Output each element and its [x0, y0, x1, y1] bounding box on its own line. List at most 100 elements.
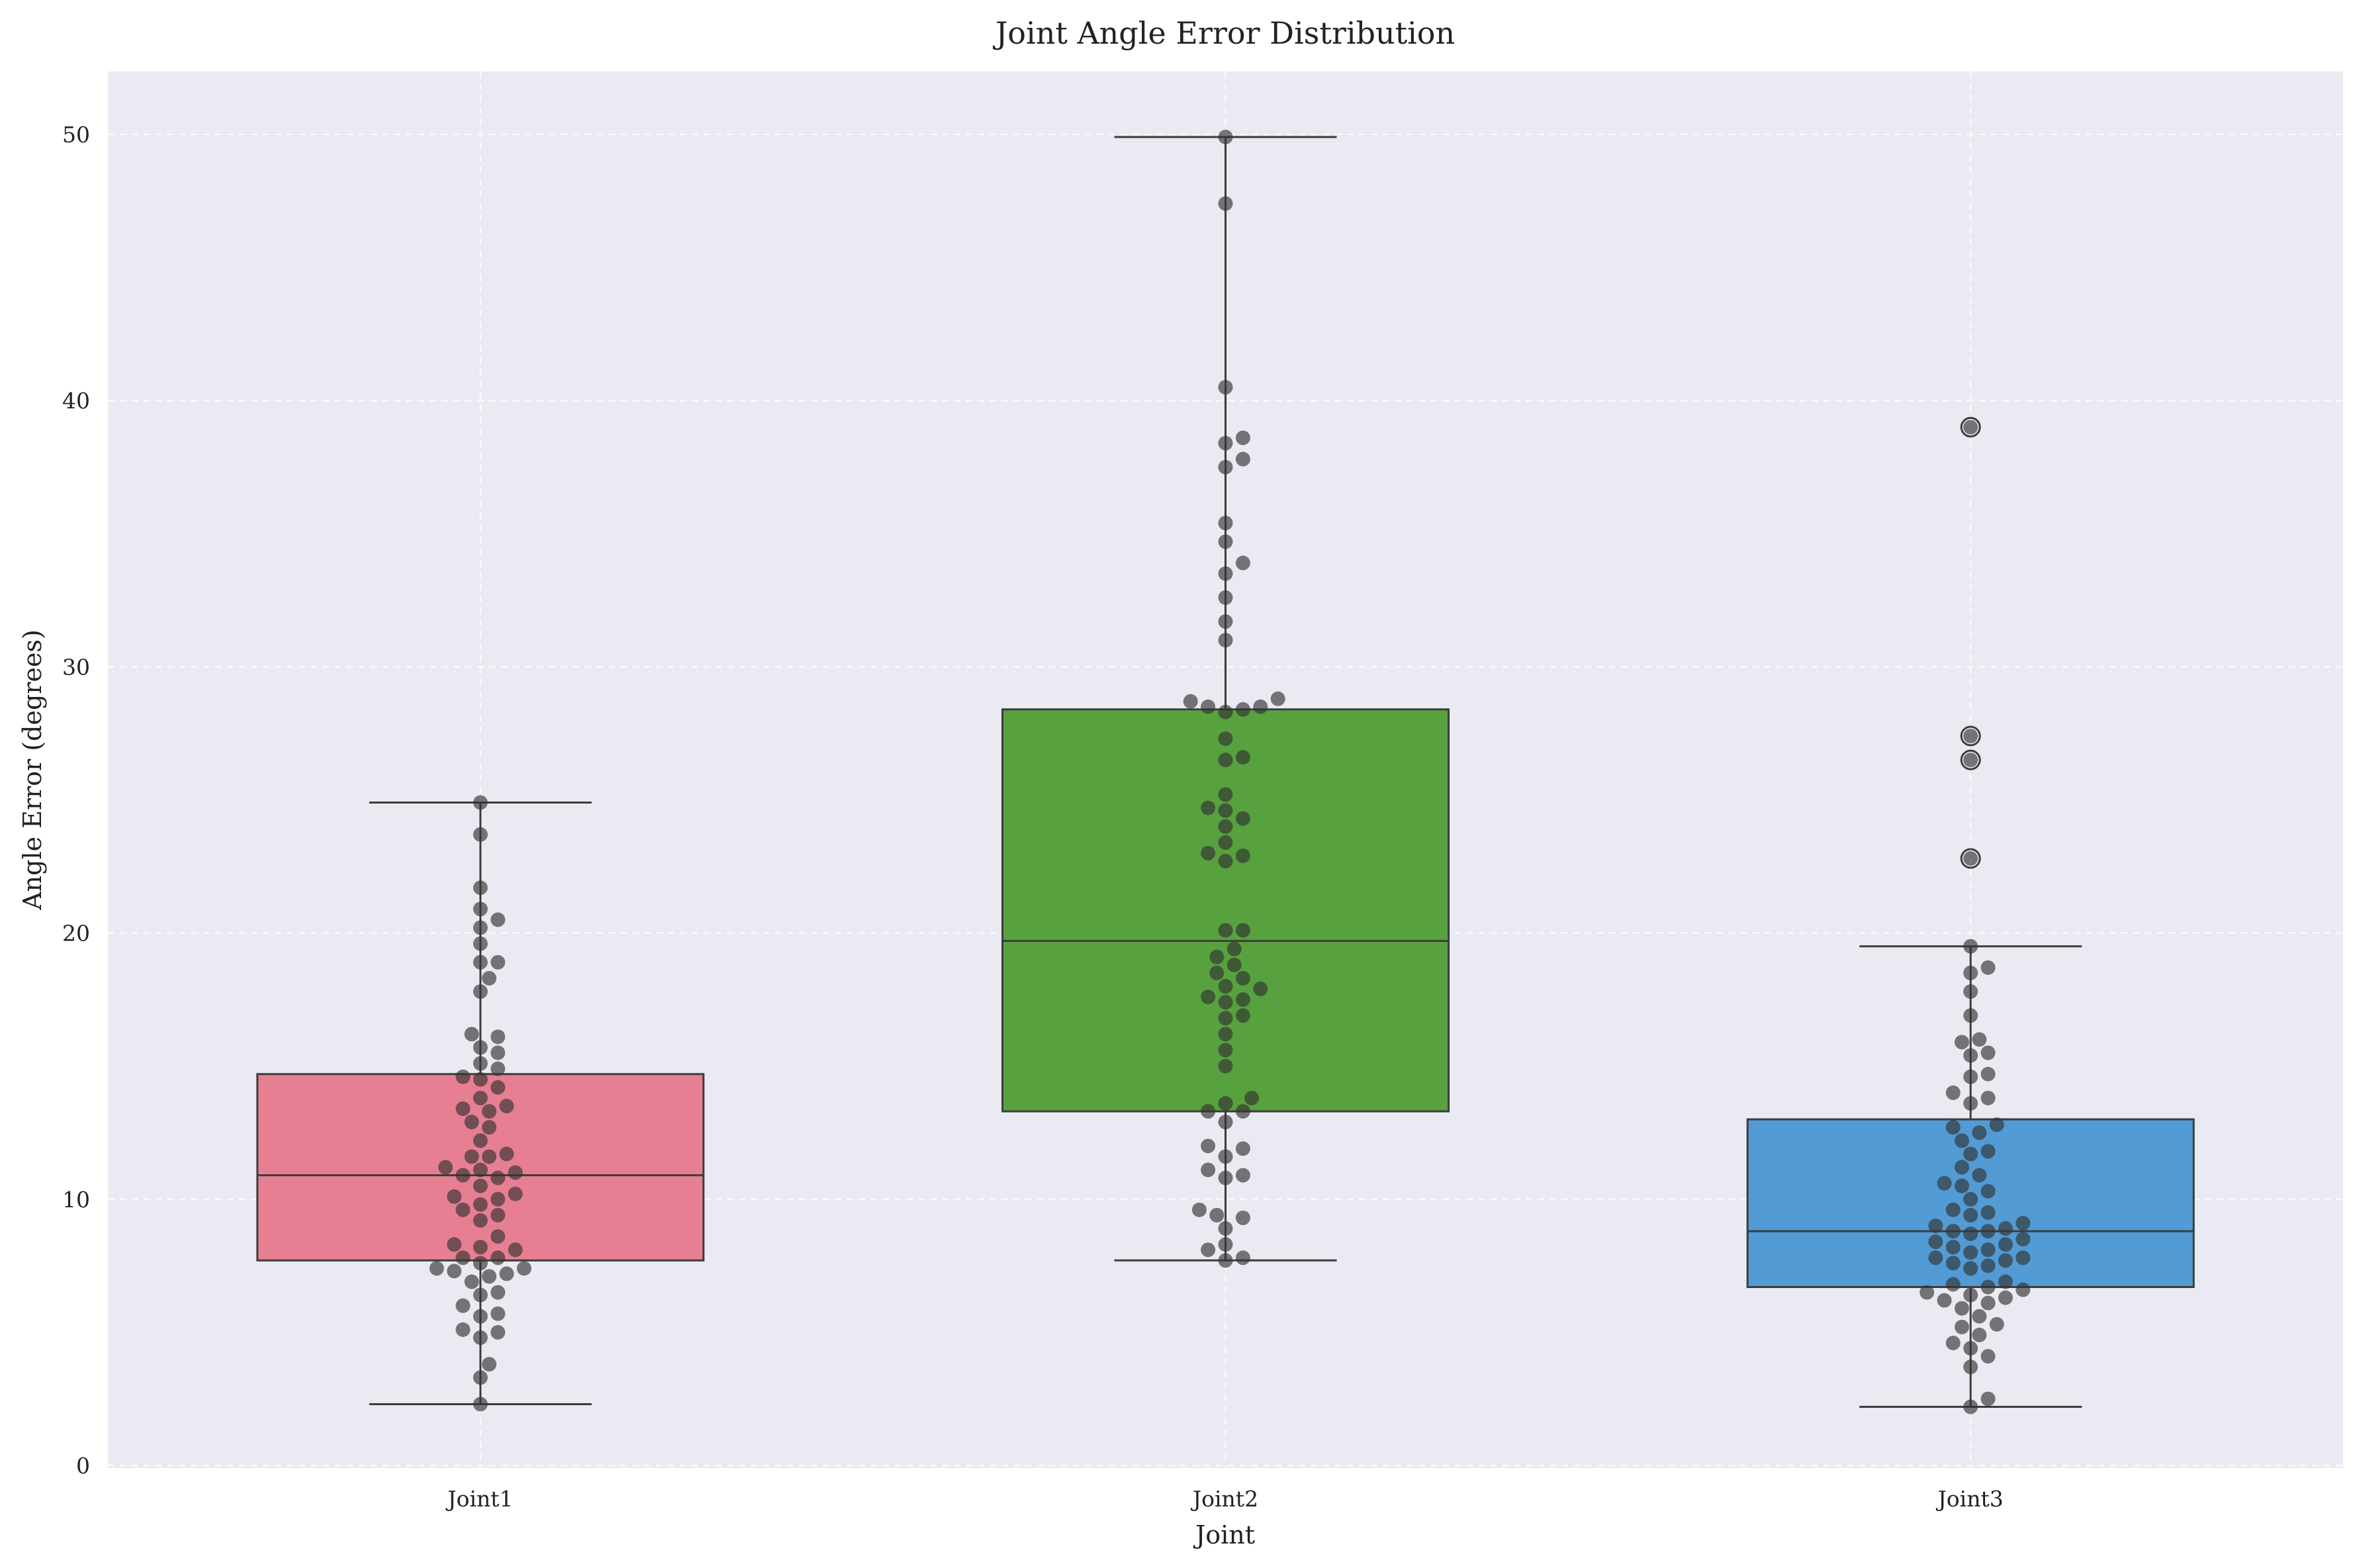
data-point [1218, 436, 1233, 451]
data-point [2016, 1282, 2031, 1297]
y-axis-label: Angle Error (degrees) [18, 629, 47, 911]
data-point [1209, 1207, 1225, 1222]
data-point [473, 1178, 488, 1193]
data-point [1963, 1261, 1978, 1276]
data-point [1235, 1008, 1250, 1023]
data-point [1201, 1242, 1216, 1258]
data-point [473, 1133, 488, 1148]
data-point [1235, 1250, 1250, 1266]
data-point [473, 1072, 488, 1087]
data-point [482, 1149, 497, 1164]
data-point [1218, 614, 1233, 629]
data-point [499, 1099, 514, 1114]
data-point [455, 1202, 471, 1217]
data-point [447, 1237, 462, 1252]
data-point [1235, 555, 1250, 571]
data-point [1963, 1048, 1978, 1063]
data-point [1963, 753, 1978, 768]
data-point [1963, 1146, 1978, 1162]
x-tick-label: Joint2 [1191, 1486, 1258, 1512]
data-point [1244, 1090, 1260, 1105]
data-point [1235, 992, 1250, 1007]
data-point [1218, 633, 1233, 648]
data-point [1980, 1349, 1996, 1364]
data-point [1183, 694, 1198, 709]
data-point [490, 1029, 506, 1044]
data-point [1218, 1221, 1233, 1236]
data-point [1937, 1176, 1952, 1191]
data-point [482, 1104, 497, 1119]
data-point [1253, 982, 1268, 997]
data-point [473, 1370, 488, 1385]
data-point [490, 1191, 506, 1207]
data-point [482, 970, 497, 986]
data-point [1218, 854, 1233, 869]
data-point [1963, 984, 1978, 999]
data-point [1928, 1250, 1943, 1266]
data-point [473, 920, 488, 935]
data-point [1218, 1042, 1233, 1058]
data-point [1972, 1125, 1987, 1140]
data-point [1945, 1335, 1961, 1350]
data-point [1945, 1202, 1961, 1217]
data-point [473, 1090, 488, 1105]
data-point [429, 1261, 444, 1276]
data-point [1980, 1258, 1996, 1273]
data-point [1937, 1293, 1952, 1308]
data-point [1209, 965, 1225, 980]
data-point [490, 1170, 506, 1185]
data-point [508, 1186, 523, 1201]
chart-title: Joint Angle Error Distribution [993, 15, 1455, 51]
data-point [1218, 787, 1233, 802]
data-point [473, 1040, 488, 1055]
data-point [1963, 1096, 1978, 1111]
data-point [482, 1269, 497, 1284]
data-point [490, 912, 506, 927]
data-point [473, 1309, 488, 1324]
data-point [1235, 848, 1250, 863]
data-point [473, 1056, 488, 1071]
y-tick-label: 0 [76, 1453, 90, 1479]
data-point [490, 954, 506, 970]
data-point [1972, 1309, 1987, 1324]
data-point [1980, 1205, 1996, 1220]
data-point [1235, 430, 1250, 445]
data-point [455, 1250, 471, 1266]
data-point [473, 1197, 488, 1212]
data-point [1218, 566, 1233, 581]
data-point [1998, 1274, 2013, 1289]
grid-lines [108, 71, 2343, 1468]
data-point [1963, 1245, 1978, 1260]
data-point [508, 1242, 523, 1258]
data-point [1218, 923, 1233, 938]
data-point [1218, 130, 1233, 145]
swarm-points [429, 130, 2031, 1414]
data-point [1235, 750, 1250, 765]
data-point [473, 1330, 488, 1345]
data-point [473, 984, 488, 999]
data-point [1928, 1234, 1943, 1250]
data-point [1218, 1149, 1233, 1164]
data-point [1945, 1256, 1961, 1271]
data-point [447, 1264, 462, 1279]
data-point [1963, 851, 1978, 866]
data-point [490, 1229, 506, 1244]
data-point [1235, 970, 1250, 986]
data-point [1218, 1058, 1233, 1074]
data-point [490, 1207, 506, 1222]
data-point [1235, 1168, 1250, 1183]
data-point [1945, 1120, 1961, 1135]
data-point [490, 1324, 506, 1340]
data-point [1980, 1183, 1996, 1199]
data-point [1998, 1253, 2013, 1268]
data-point [1980, 1090, 1996, 1105]
data-point [447, 1189, 462, 1204]
y-tick-label: 40 [62, 388, 90, 414]
data-point [1270, 691, 1285, 706]
data-point [490, 1045, 506, 1060]
data-point [455, 1168, 471, 1183]
data-point [490, 1061, 506, 1076]
data-point [473, 936, 488, 951]
data-point [473, 1287, 488, 1303]
data-point [1954, 1133, 1969, 1148]
